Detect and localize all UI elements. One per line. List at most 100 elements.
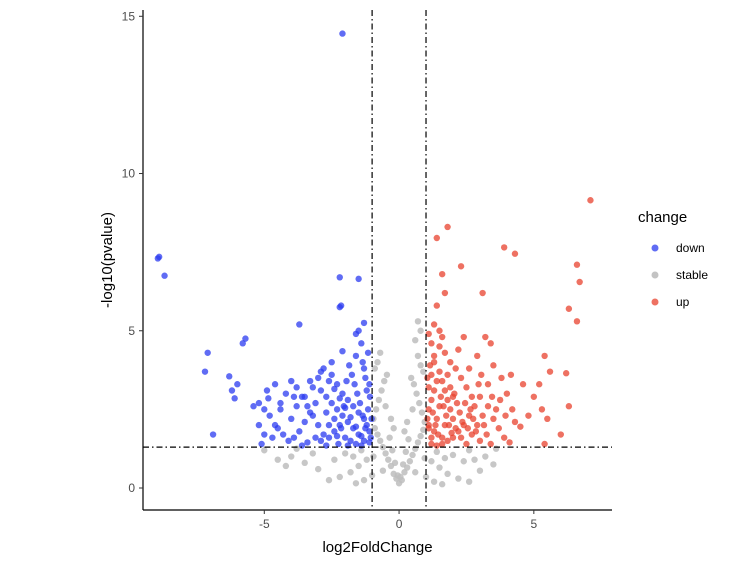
point-up [519, 381, 527, 388]
point-down [366, 381, 373, 388]
point-down [258, 440, 265, 448]
point-stable [355, 462, 362, 470]
point-up [447, 359, 454, 366]
point-stable [379, 467, 387, 474]
point-up [437, 393, 445, 400]
point-up [433, 302, 440, 309]
point-stable [282, 462, 290, 470]
point-down [358, 340, 365, 347]
point-down [290, 393, 298, 400]
point-stable [397, 473, 404, 481]
point-down [339, 390, 346, 397]
point-down [351, 381, 358, 388]
point-stable [386, 434, 393, 441]
point-stable [293, 445, 300, 452]
point-down [228, 387, 236, 394]
point-up [424, 415, 431, 423]
point-stable [358, 447, 365, 454]
point-up [430, 387, 438, 394]
point-stable [410, 381, 418, 388]
point-down [261, 406, 268, 413]
point-down [309, 384, 317, 391]
point-stable [417, 362, 424, 369]
point-up [448, 429, 455, 437]
x-axis-ticks: -5 0 5 [259, 510, 537, 531]
point-up [576, 278, 583, 286]
point-up [541, 352, 548, 360]
point-stable [402, 448, 409, 456]
point-stable [389, 447, 396, 454]
point-stable [412, 336, 419, 344]
point-up [438, 440, 446, 448]
point-stable [455, 475, 462, 482]
point-stable [438, 481, 446, 488]
point-stable [378, 387, 385, 394]
point-up [492, 406, 500, 413]
point-down [358, 442, 365, 449]
point-up [438, 333, 446, 341]
point-down [277, 406, 284, 413]
point-up [457, 263, 465, 270]
point-down [333, 381, 341, 388]
point-down [352, 423, 360, 430]
point-up [587, 197, 594, 204]
point-down [266, 412, 273, 419]
point-stable [325, 476, 333, 484]
point-up [441, 387, 449, 394]
point-up [429, 409, 436, 416]
point-down [337, 425, 345, 432]
point-stable [407, 374, 415, 382]
point-down [255, 421, 263, 429]
point-down [366, 439, 373, 446]
point-up [530, 393, 538, 400]
point-stable [374, 359, 381, 366]
point-down [331, 415, 338, 423]
point-stable [436, 464, 443, 471]
point-down [242, 335, 249, 342]
point-down [362, 425, 369, 432]
point-up [484, 403, 492, 410]
point-down [231, 395, 238, 402]
point-up [463, 440, 470, 448]
point-up [438, 377, 446, 385]
point-down [359, 359, 366, 366]
point-stable [371, 365, 378, 372]
point-down [154, 255, 162, 262]
point-down [336, 395, 343, 402]
point-up [562, 370, 570, 377]
point-down [354, 390, 361, 397]
point-up [511, 250, 519, 257]
point-up [488, 393, 496, 400]
y-tick-label: 15 [122, 9, 136, 23]
point-down [328, 359, 335, 366]
point-down [323, 409, 330, 416]
point-stable [414, 439, 422, 446]
point-down [358, 432, 365, 440]
point-stable [433, 448, 440, 456]
point-stable [430, 478, 438, 485]
point-down [277, 399, 284, 407]
point-down [360, 437, 368, 445]
point-up [457, 434, 465, 441]
point-up [464, 425, 471, 432]
y-axis-title: -log10(pvalue) [99, 212, 116, 308]
point-up [455, 346, 462, 353]
point-down [312, 399, 319, 407]
point-up [430, 352, 438, 360]
point-down [161, 272, 168, 279]
point-up [443, 412, 450, 419]
point-stable [382, 450, 389, 457]
point-up [507, 371, 515, 378]
point-stable [288, 453, 295, 460]
point-stable [471, 456, 478, 463]
axes: -5 0 5 0 5 10 15 [122, 9, 612, 531]
point-up [447, 406, 454, 413]
point-stable [360, 476, 368, 484]
point-down [336, 303, 343, 311]
point-up [441, 289, 449, 297]
point-up [438, 270, 446, 278]
point-up [573, 318, 581, 325]
point-stable [309, 450, 317, 457]
point-down [344, 418, 352, 426]
point-up [479, 289, 486, 297]
